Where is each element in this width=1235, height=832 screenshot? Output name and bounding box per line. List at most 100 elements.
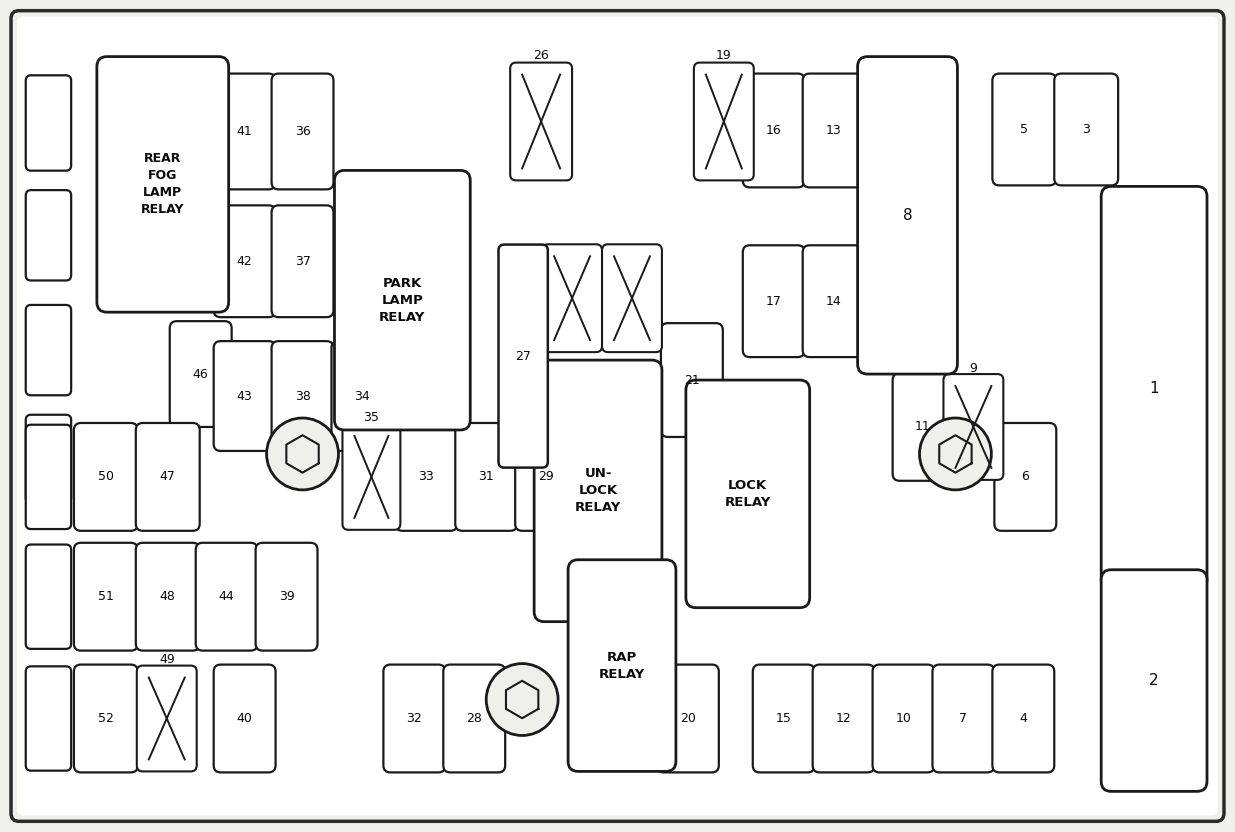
Text: 1: 1 [1150, 380, 1158, 395]
FancyBboxPatch shape [893, 374, 952, 481]
FancyBboxPatch shape [873, 665, 935, 772]
FancyBboxPatch shape [272, 341, 333, 451]
Text: 51: 51 [98, 590, 114, 603]
FancyBboxPatch shape [214, 341, 275, 451]
Text: 35: 35 [363, 412, 379, 424]
FancyBboxPatch shape [601, 245, 662, 352]
Text: LOCK
RELAY: LOCK RELAY [725, 479, 771, 509]
Text: 41: 41 [237, 125, 252, 138]
Text: 2: 2 [1150, 673, 1158, 688]
Text: 20: 20 [680, 712, 695, 725]
FancyBboxPatch shape [1055, 73, 1118, 186]
FancyBboxPatch shape [96, 57, 228, 312]
Text: 42: 42 [237, 255, 252, 268]
FancyBboxPatch shape [195, 542, 258, 651]
FancyBboxPatch shape [535, 360, 662, 622]
FancyBboxPatch shape [1102, 186, 1207, 590]
Text: 44: 44 [219, 590, 235, 603]
Text: 31: 31 [478, 470, 494, 483]
Text: UN-
LOCK
RELAY: UN- LOCK RELAY [574, 468, 621, 514]
FancyBboxPatch shape [1102, 570, 1207, 791]
FancyBboxPatch shape [214, 206, 275, 317]
FancyBboxPatch shape [11, 11, 1224, 821]
Text: 10: 10 [895, 712, 911, 725]
Text: 15: 15 [776, 712, 792, 725]
Text: 6: 6 [1021, 470, 1029, 483]
FancyBboxPatch shape [803, 245, 864, 357]
FancyBboxPatch shape [136, 542, 200, 651]
Text: 9: 9 [969, 362, 977, 374]
Text: 5: 5 [1020, 123, 1029, 136]
FancyBboxPatch shape [803, 73, 864, 187]
FancyBboxPatch shape [456, 423, 517, 531]
FancyBboxPatch shape [694, 62, 753, 181]
Text: 7: 7 [960, 712, 967, 725]
FancyBboxPatch shape [17, 17, 1218, 815]
Text: 11: 11 [915, 420, 930, 433]
FancyBboxPatch shape [510, 62, 572, 181]
Text: 43: 43 [237, 389, 252, 403]
Text: 33: 33 [419, 470, 435, 483]
FancyBboxPatch shape [74, 665, 138, 772]
Text: 40: 40 [237, 712, 253, 725]
Text: 4: 4 [1019, 712, 1028, 725]
FancyBboxPatch shape [993, 73, 1056, 186]
FancyBboxPatch shape [272, 206, 333, 317]
Text: 36: 36 [295, 125, 310, 138]
FancyBboxPatch shape [383, 665, 446, 772]
FancyBboxPatch shape [753, 665, 815, 772]
FancyBboxPatch shape [331, 341, 394, 451]
Text: 49: 49 [159, 653, 174, 666]
Text: 16: 16 [766, 124, 782, 137]
FancyBboxPatch shape [443, 665, 505, 772]
Text: 46: 46 [193, 368, 209, 380]
Text: 39: 39 [279, 590, 294, 603]
Text: 34: 34 [354, 389, 370, 403]
FancyBboxPatch shape [26, 424, 72, 529]
Text: 47: 47 [159, 470, 175, 483]
Circle shape [267, 418, 338, 490]
FancyBboxPatch shape [742, 73, 805, 187]
FancyBboxPatch shape [26, 76, 72, 171]
FancyBboxPatch shape [657, 665, 719, 772]
FancyBboxPatch shape [685, 380, 810, 607]
Circle shape [920, 418, 992, 490]
Text: REAR
FOG
LAMP
RELAY: REAR FOG LAMP RELAY [141, 152, 184, 216]
Text: 12: 12 [836, 712, 851, 725]
Text: 38: 38 [295, 389, 310, 403]
FancyBboxPatch shape [26, 666, 72, 770]
FancyBboxPatch shape [857, 57, 957, 374]
Text: RAP
RELAY: RAP RELAY [599, 651, 645, 681]
FancyBboxPatch shape [568, 560, 676, 771]
FancyBboxPatch shape [515, 423, 577, 531]
FancyBboxPatch shape [661, 323, 722, 437]
FancyBboxPatch shape [137, 666, 196, 771]
FancyBboxPatch shape [169, 321, 232, 427]
FancyBboxPatch shape [256, 542, 317, 651]
FancyBboxPatch shape [944, 374, 1003, 480]
Text: 50: 50 [98, 470, 114, 483]
Text: 17: 17 [766, 295, 782, 308]
FancyBboxPatch shape [335, 171, 471, 430]
FancyBboxPatch shape [26, 544, 72, 649]
Text: 52: 52 [98, 712, 114, 725]
Text: 27: 27 [515, 349, 531, 363]
Text: 21: 21 [684, 374, 700, 387]
FancyBboxPatch shape [342, 424, 400, 530]
FancyBboxPatch shape [272, 73, 333, 190]
FancyBboxPatch shape [74, 542, 138, 651]
Text: 8: 8 [903, 208, 913, 223]
FancyBboxPatch shape [136, 423, 200, 531]
FancyBboxPatch shape [993, 665, 1055, 772]
Text: PARK
LAMP
RELAY: PARK LAMP RELAY [379, 277, 426, 324]
Text: 26: 26 [534, 49, 550, 62]
FancyBboxPatch shape [26, 415, 72, 503]
FancyBboxPatch shape [542, 245, 601, 352]
Text: 37: 37 [295, 255, 310, 268]
FancyBboxPatch shape [214, 665, 275, 772]
FancyBboxPatch shape [26, 305, 72, 395]
Text: 13: 13 [826, 124, 841, 137]
FancyBboxPatch shape [499, 245, 548, 468]
FancyBboxPatch shape [74, 423, 138, 531]
Text: 19: 19 [716, 49, 731, 62]
